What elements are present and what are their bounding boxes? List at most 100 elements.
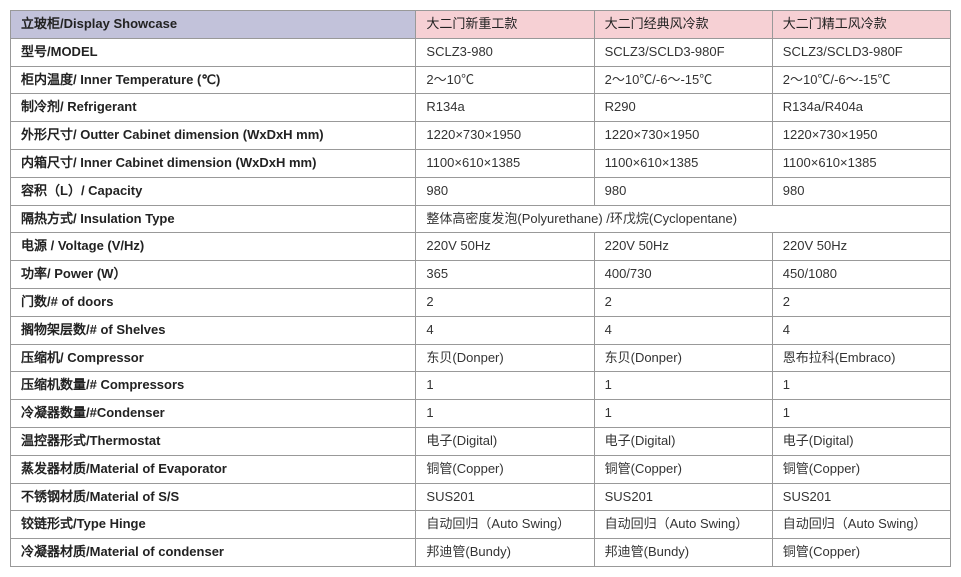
row-value: 1100×610×1385 (772, 149, 950, 177)
row-value: R290 (594, 94, 772, 122)
row-label: 温控器形式/Thermostat (11, 427, 416, 455)
row-label: 外形尺寸/ Outter Cabinet dimension (WxDxH mm… (11, 122, 416, 150)
row-value: 1100×610×1385 (594, 149, 772, 177)
row-value: SUS201 (772, 483, 950, 511)
row-value: 邦迪管(Bundy) (594, 539, 772, 567)
row-value: 自动回归（Auto Swing） (416, 511, 594, 539)
row-label: 不锈钢材质/Material of S/S (11, 483, 416, 511)
row-value: 980 (772, 177, 950, 205)
row-value: 1 (594, 400, 772, 428)
row-label: 冷凝器数量/#Condenser (11, 400, 416, 428)
table-row: 隔热方式/ Insulation Type整体高密度发泡(Polyurethan… (11, 205, 951, 233)
row-value: SCLZ3-980 (416, 38, 594, 66)
table-body: 型号/MODELSCLZ3-980SCLZ3/SCLD3-980FSCLZ3/S… (11, 38, 951, 566)
row-value: 1220×730×1950 (772, 122, 950, 150)
row-value-merged: 整体高密度发泡(Polyurethane) /环戊烷(Cyclopentane) (416, 205, 951, 233)
row-value: 2 (594, 288, 772, 316)
row-value: R134a (416, 94, 594, 122)
row-value: 220V 50Hz (594, 233, 772, 261)
row-label: 隔热方式/ Insulation Type (11, 205, 416, 233)
row-value: 220V 50Hz (772, 233, 950, 261)
row-value: 4 (772, 316, 950, 344)
row-value: 2～10℃/-6～-15℃ (772, 66, 950, 94)
row-label: 容积（L）/ Capacity (11, 177, 416, 205)
row-value: 铜管(Copper) (772, 539, 950, 567)
row-label: 冷凝器材质/Material of condenser (11, 539, 416, 567)
row-value: 220V 50Hz (416, 233, 594, 261)
row-value: 铜管(Copper) (594, 455, 772, 483)
table-row: 蒸发器材质/Material of Evaporator铜管(Copper)铜管… (11, 455, 951, 483)
row-label: 铰链形式/Type Hinge (11, 511, 416, 539)
header-title: 立玻柜/Display Showcase (11, 11, 416, 39)
row-value: 1100×610×1385 (416, 149, 594, 177)
row-value: 2 (772, 288, 950, 316)
row-label: 电源 / Voltage (V/Hz) (11, 233, 416, 261)
row-label: 制冷剂/ Refrigerant (11, 94, 416, 122)
row-value: 铜管(Copper) (416, 455, 594, 483)
table-row: 温控器形式/Thermostat电子(Digital)电子(Digital)电子… (11, 427, 951, 455)
row-value: 2 (416, 288, 594, 316)
table-row: 冷凝器数量/#Condenser111 (11, 400, 951, 428)
table-row: 门数/# of doors222 (11, 288, 951, 316)
table-row: 压缩机/ Compressor东贝(Donper)东贝(Donper)恩布拉科(… (11, 344, 951, 372)
table-row: 容积（L）/ Capacity980980980 (11, 177, 951, 205)
row-label: 内箱尺寸/ Inner Cabinet dimension (WxDxH mm) (11, 149, 416, 177)
row-value: 980 (594, 177, 772, 205)
row-value: 450/1080 (772, 261, 950, 289)
table-row: 不锈钢材质/Material of S/SSUS201SUS201SUS201 (11, 483, 951, 511)
table-row: 型号/MODELSCLZ3-980SCLZ3/SCLD3-980FSCLZ3/S… (11, 38, 951, 66)
row-value: 1 (416, 400, 594, 428)
row-value: 邦迪管(Bundy) (416, 539, 594, 567)
row-label: 搁物架层数/# of Shelves (11, 316, 416, 344)
row-label: 门数/# of doors (11, 288, 416, 316)
table-row: 搁物架层数/# of Shelves444 (11, 316, 951, 344)
table-row: 功率/ Power (W）365400/730450/1080 (11, 261, 951, 289)
row-label: 柜内温度/ Inner Temperature (℃) (11, 66, 416, 94)
table-row: 冷凝器材质/Material of condenser邦迪管(Bundy)邦迪管… (11, 539, 951, 567)
row-label: 功率/ Power (W） (11, 261, 416, 289)
row-value: 恩布拉科(Embraco) (772, 344, 950, 372)
row-value: 铜管(Copper) (772, 455, 950, 483)
row-label: 蒸发器材质/Material of Evaporator (11, 455, 416, 483)
row-value: 1 (416, 372, 594, 400)
header-variant-2: 大二门精工风冷款 (772, 11, 950, 39)
row-value: R134a/R404a (772, 94, 950, 122)
table-row: 压缩机数量/# Compressors111 (11, 372, 951, 400)
table-row: 铰链形式/Type Hinge自动回归（Auto Swing）自动回归（Auto… (11, 511, 951, 539)
row-label: 压缩机/ Compressor (11, 344, 416, 372)
row-value: 1220×730×1950 (594, 122, 772, 150)
row-value: 电子(Digital) (772, 427, 950, 455)
header-variant-1: 大二门经典风冷款 (594, 11, 772, 39)
row-value: 2～10℃/-6～-15℃ (594, 66, 772, 94)
row-value: 1 (772, 400, 950, 428)
display-showcase-spec-table: 立玻柜/Display Showcase 大二门新重工款 大二门经典风冷款 大二… (10, 10, 951, 567)
header-variant-0: 大二门新重工款 (416, 11, 594, 39)
row-value: 365 (416, 261, 594, 289)
row-value: 东贝(Donper) (594, 344, 772, 372)
table-row: 制冷剂/ RefrigerantR134aR290R134a/R404a (11, 94, 951, 122)
table-row: 内箱尺寸/ Inner Cabinet dimension (WxDxH mm)… (11, 149, 951, 177)
table-row: 电源 / Voltage (V/Hz)220V 50Hz220V 50Hz220… (11, 233, 951, 261)
row-value: 2～10℃ (416, 66, 594, 94)
row-value: 980 (416, 177, 594, 205)
row-label: 压缩机数量/# Compressors (11, 372, 416, 400)
table-row: 柜内温度/ Inner Temperature (℃)2～10℃2～10℃/-6… (11, 66, 951, 94)
table-header-row: 立玻柜/Display Showcase 大二门新重工款 大二门经典风冷款 大二… (11, 11, 951, 39)
row-value: SCLZ3/SCLD3-980F (772, 38, 950, 66)
row-label: 型号/MODEL (11, 38, 416, 66)
row-value: 自动回归（Auto Swing） (594, 511, 772, 539)
row-value: 1 (772, 372, 950, 400)
row-value: SCLZ3/SCLD3-980F (594, 38, 772, 66)
row-value: 自动回归（Auto Swing） (772, 511, 950, 539)
row-value: SUS201 (416, 483, 594, 511)
row-value: 电子(Digital) (594, 427, 772, 455)
table-row: 外形尺寸/ Outter Cabinet dimension (WxDxH mm… (11, 122, 951, 150)
row-value: 4 (416, 316, 594, 344)
row-value: 400/730 (594, 261, 772, 289)
row-value: SUS201 (594, 483, 772, 511)
row-value: 电子(Digital) (416, 427, 594, 455)
row-value: 4 (594, 316, 772, 344)
row-value: 1220×730×1950 (416, 122, 594, 150)
row-value: 东贝(Donper) (416, 344, 594, 372)
row-value: 1 (594, 372, 772, 400)
